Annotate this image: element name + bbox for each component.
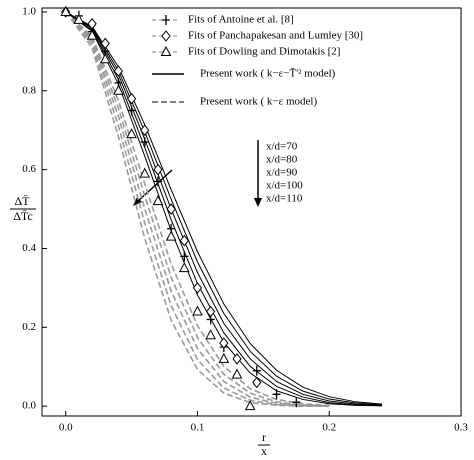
marker bbox=[139, 167, 151, 178]
annotation: x/d=100 bbox=[266, 180, 303, 192]
marker bbox=[272, 389, 281, 400]
marker bbox=[244, 400, 256, 411]
marker bbox=[73, 13, 85, 24]
curve bbox=[65, 11, 330, 407]
marker bbox=[179, 234, 189, 247]
legend-marker bbox=[162, 15, 170, 25]
x-label-bottom: x bbox=[261, 444, 267, 458]
annotation: x/d=90 bbox=[266, 167, 298, 179]
curve bbox=[65, 11, 330, 407]
legend-label: Present work ( k−ε−T̄'² model) bbox=[200, 67, 336, 79]
x-tick-label: 0.3 bbox=[454, 422, 468, 434]
legend-label: Fits of Dowling and Dimotakis [2] bbox=[188, 46, 340, 58]
marker bbox=[292, 397, 301, 408]
arrow-head bbox=[254, 198, 262, 207]
marker bbox=[192, 305, 203, 316]
trend-arrow bbox=[136, 169, 173, 203]
marker bbox=[252, 365, 261, 376]
y-tick-label: 0.8 bbox=[22, 84, 36, 96]
marker bbox=[153, 163, 163, 176]
legend-marker bbox=[160, 45, 172, 56]
marker bbox=[86, 29, 98, 40]
y-tick-label: 0.6 bbox=[22, 163, 36, 175]
marker bbox=[113, 65, 124, 77]
legend-marker bbox=[161, 30, 171, 42]
annotation: x/d=70 bbox=[266, 141, 298, 153]
marker bbox=[206, 305, 216, 318]
marker bbox=[126, 92, 137, 105]
y-tick-label: 0.4 bbox=[22, 242, 36, 254]
curve bbox=[65, 11, 330, 407]
annotation: x/d=110 bbox=[266, 193, 303, 205]
y-tick-label: 0.0 bbox=[22, 400, 36, 412]
legend-label: Present work ( k−ε model) bbox=[200, 96, 317, 108]
marker bbox=[218, 352, 230, 363]
y-label-bottom: ΔT̄c bbox=[13, 209, 33, 223]
marker bbox=[231, 368, 243, 379]
marker bbox=[205, 329, 216, 340]
marker bbox=[100, 37, 110, 50]
y-tick-label: 1.0 bbox=[22, 5, 36, 17]
marker bbox=[178, 262, 190, 273]
arrow-head bbox=[133, 197, 142, 206]
marker bbox=[87, 17, 97, 30]
marker bbox=[232, 353, 242, 365]
x-tick-label: 0.2 bbox=[322, 422, 336, 434]
plot-frame bbox=[41, 7, 462, 417]
marker bbox=[140, 137, 149, 148]
marker bbox=[126, 128, 137, 139]
marker bbox=[180, 251, 189, 262]
x-tick-label: 0.1 bbox=[191, 422, 205, 434]
marker bbox=[60, 5, 72, 16]
marker bbox=[113, 84, 124, 95]
curve bbox=[65, 11, 330, 407]
y-tick-label: 0.2 bbox=[22, 321, 36, 333]
marker bbox=[153, 176, 162, 187]
x-tick-label: 0.0 bbox=[59, 422, 73, 434]
legend-label: Fits of Panchapakesan and Lumley [30] bbox=[188, 30, 363, 42]
marker bbox=[127, 105, 136, 116]
x-label-top: r bbox=[262, 430, 266, 444]
marker bbox=[166, 203, 176, 215]
marker bbox=[140, 124, 150, 137]
annotation: x/d=80 bbox=[266, 154, 298, 166]
marker bbox=[165, 230, 177, 241]
marker bbox=[252, 376, 262, 389]
marker bbox=[219, 337, 229, 349]
legend-label: Fits of Antoine et al. [8] bbox=[188, 14, 294, 26]
y-label-top: ΔT̄ bbox=[14, 194, 30, 208]
marker bbox=[152, 195, 164, 206]
marker bbox=[192, 282, 203, 294]
marker bbox=[99, 53, 111, 64]
